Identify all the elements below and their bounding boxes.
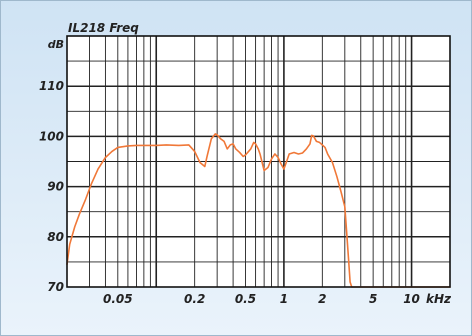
x-axis-label: kHz (426, 292, 452, 306)
x-tick-label: 5 (369, 292, 377, 306)
y-axis-label: dB (48, 38, 64, 51)
x-tick-label: 0.05 (103, 292, 133, 306)
x-tick-label: 0.2 (184, 292, 205, 306)
plot-border (66, 35, 451, 288)
x-tick-label: 0.5 (235, 292, 256, 306)
y-tick-label: 100 (39, 129, 64, 143)
series-line (66, 133, 451, 288)
y-tick-label: 80 (47, 230, 64, 244)
y-tick-label: 70 (47, 280, 64, 294)
grid-major (67, 36, 450, 287)
x-tick-label: 1 (280, 292, 288, 306)
y-tick-labels: 70 80 90 100 110 (39, 79, 64, 294)
grid-minor (67, 36, 450, 287)
y-tick-label: 110 (39, 79, 64, 93)
x-tick-label: 2 (318, 292, 326, 306)
x-tick-labels: 0.05 0.2 0.5 1 2 5 10 (103, 292, 420, 306)
x-tick-label: 10 (403, 292, 420, 306)
chart-title: IL218 Freq (68, 21, 139, 35)
series-layer (66, 133, 451, 288)
y-tick-label: 90 (47, 180, 64, 194)
